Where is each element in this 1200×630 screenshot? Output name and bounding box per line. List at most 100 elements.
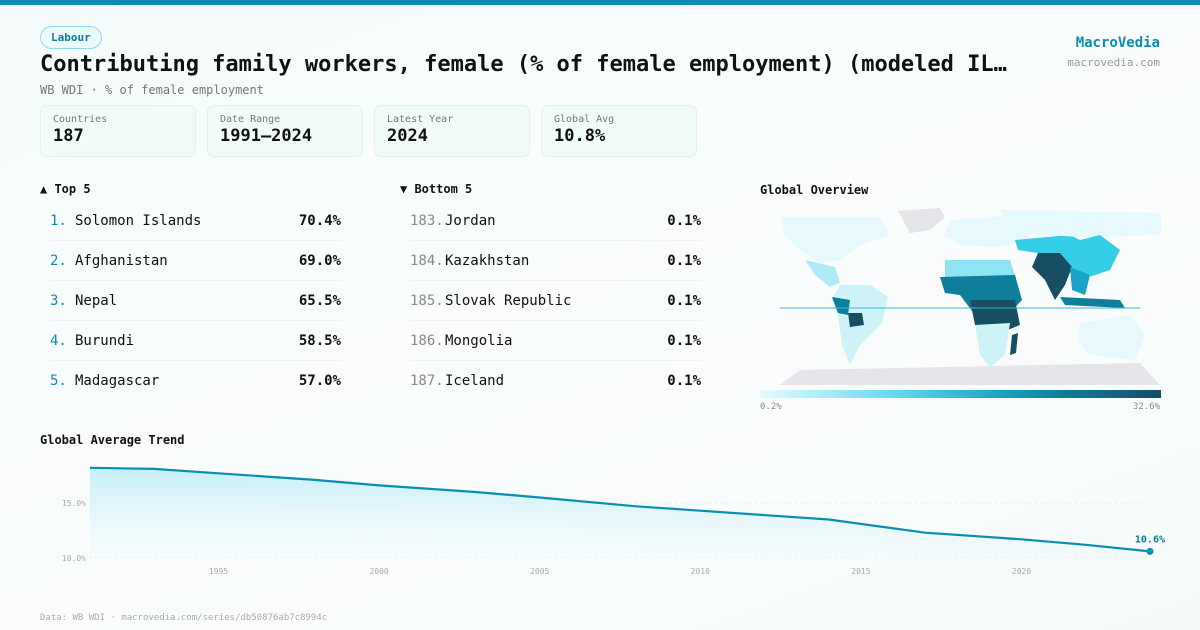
stat-date-range: Date Range 1991–2024 [207, 105, 363, 157]
stat-label: Date Range [220, 114, 281, 125]
south-asia [1032, 253, 1072, 300]
rank: 186. [410, 332, 444, 349]
footer-source: Data: WB WDI · macrovedia.com/series/db5… [40, 613, 328, 623]
rank: 184. [410, 252, 444, 269]
value: 0.1% [667, 212, 701, 229]
rank: 187. [410, 373, 444, 389]
list-item[interactable]: 183. Jordan 0.1% [410, 201, 701, 241]
trend-area [90, 467, 1150, 558]
brand: MacroVedia macrovedia.com [1067, 35, 1160, 69]
north-africa [945, 260, 1015, 280]
trend-line [89, 466, 1151, 553]
greenland [898, 208, 945, 233]
x-tick-label: 2010 [691, 567, 710, 576]
value: 69.0% [298, 252, 341, 269]
rank: 1. [50, 212, 67, 229]
color-scale-legend [760, 390, 1161, 398]
country-name: Kazakhstan [445, 252, 530, 269]
legend-max: 32.6% [1132, 402, 1160, 412]
list-item[interactable]: 187. Iceland 0.1% [410, 361, 701, 401]
country-name: Slovak Republic [445, 292, 572, 309]
brand-url[interactable]: macrovedia.com [1067, 56, 1160, 69]
brand-name[interactable]: MacroVedia [1075, 35, 1160, 51]
central-america [805, 260, 840, 287]
legend-min: 0.2% [760, 402, 782, 412]
country-name: Jordan [445, 212, 496, 229]
list-item[interactable]: 1. Solomon Islands 70.4% [50, 201, 341, 241]
x-tick-label: 2005 [530, 567, 549, 576]
list-item[interactable]: 185. Slovak Republic 0.1% [410, 281, 701, 321]
value: 65.5% [298, 292, 341, 309]
country-name: Iceland [445, 373, 505, 389]
end-point[interactable] [1146, 547, 1154, 555]
value: 0.1% [667, 332, 701, 349]
value: 57.0% [298, 373, 341, 389]
top-accent-bar [0, 0, 1200, 5]
map-countries [780, 208, 1161, 385]
central-asia [1015, 235, 1090, 255]
x-tick-label: 2015 [851, 567, 870, 576]
stat-value: 2024 [387, 126, 428, 146]
stat-value: 187 [53, 126, 84, 146]
stat-value: 10.8% [554, 126, 606, 146]
stats-row: Countries 187 Date Range 1991–2024 Latest … [40, 105, 697, 157]
list-item[interactable]: 4. Burundi 58.5% [50, 321, 341, 361]
indonesia [1060, 297, 1125, 308]
rank: 3. [50, 292, 67, 309]
stat-global-avg: Global Avg 10.8% [541, 105, 697, 157]
peru [832, 297, 850, 315]
world-map[interactable] [760, 205, 1161, 385]
russia [1000, 210, 1161, 237]
y-tick-label: 15.0% [62, 499, 86, 508]
stat-label: Global Avg [554, 114, 615, 125]
list-item[interactable]: 3. Nepal 65.5% [50, 281, 341, 321]
trend-chart[interactable]: 10.0% 15.0% 1995 2000 2005 2010 2015 2020 10.6% [0, 450, 1200, 580]
y-tick-label: 10.0% [62, 554, 86, 563]
value: 0.1% [667, 373, 701, 389]
southeast-asia [1070, 267, 1090, 295]
country-name: Madagascar [75, 373, 160, 389]
category-badge[interactable]: Labour [40, 26, 102, 49]
list-item[interactable]: 184. Kazakhstan 0.1% [410, 241, 701, 281]
list-item[interactable]: 5. Madagascar 57.0% [50, 361, 341, 401]
china [1060, 235, 1120, 280]
bottom5-heading: ▼ Bottom 5 [400, 182, 473, 196]
x-tick-label: 2000 [369, 567, 388, 576]
x-tick-label: 2020 [1012, 567, 1031, 576]
stat-value: 1991–2024 [220, 126, 313, 146]
country-name: Afghanistan [75, 252, 168, 269]
map-title: Global Overview [760, 183, 869, 197]
country-name: Nepal [75, 292, 118, 309]
antarctica [780, 363, 1160, 385]
stat-latest-year: Latest Year 2024 [374, 105, 530, 157]
country-name: Burundi [75, 332, 135, 349]
southern-africa [975, 323, 1010, 367]
list-item[interactable]: 186. Mongolia 0.1% [410, 321, 701, 361]
x-tick-label: 1995 [209, 567, 228, 576]
australia [1078, 315, 1145, 360]
page-subtitle: WB WDI · % of female employment [40, 83, 264, 97]
value: 58.5% [298, 332, 341, 349]
trend-title: Global Average Trend [40, 433, 185, 447]
rank: 183. [410, 212, 444, 229]
value: 0.1% [667, 292, 701, 309]
rank: 185. [410, 292, 444, 309]
stat-label: Latest Year [387, 114, 454, 125]
rank: 5. [50, 373, 67, 389]
north-america [780, 217, 890, 263]
rank: 2. [50, 252, 67, 269]
stat-label: Countries [53, 114, 108, 125]
country-name: Solomon Islands [75, 212, 202, 229]
top5-list: 1. Solomon Islands 70.4% 2. Afghanistan 69.0%… [50, 201, 341, 401]
bottom5-list: 183. Jordan 0.1% 184. Kazakhstan 0.1% 185. Slov… [410, 201, 701, 401]
end-value-label: 10.6% [1135, 534, 1165, 545]
value: 70.4% [298, 212, 341, 229]
value: 0.1% [667, 252, 701, 269]
list-item[interactable]: 2. Afghanistan 69.0% [50, 241, 341, 281]
rank: 4. [50, 332, 67, 349]
country-name: Mongolia [445, 332, 513, 349]
page-title: Contributing family workers, female (% o… [40, 52, 1012, 77]
madagascar [1010, 333, 1018, 355]
stat-countries: Countries 187 [40, 105, 196, 157]
bolivia [848, 313, 864, 327]
